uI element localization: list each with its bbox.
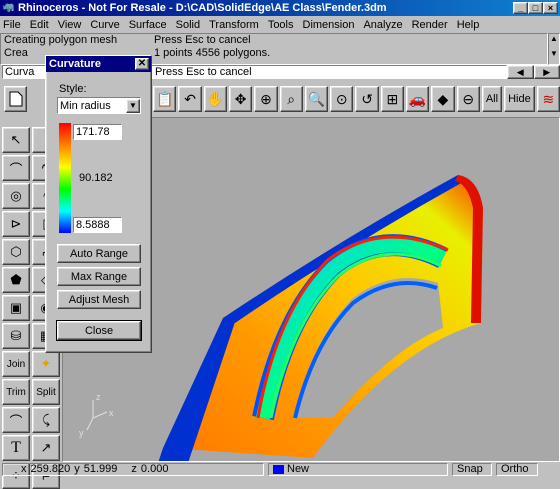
curvature-title: Curvature [49, 58, 101, 70]
undo-icon[interactable]: ↶ [178, 86, 201, 112]
coordinates-readout: x 259.820 y 51.999 z 0.000 [2, 463, 264, 476]
new-file-icon[interactable] [4, 86, 27, 112]
max-range-button[interactable]: Max Range [57, 267, 141, 286]
menu-transform[interactable]: Transform [209, 19, 259, 31]
four-viewports-icon[interactable]: ⊞ [381, 86, 404, 112]
menu-view[interactable]: View [58, 19, 82, 31]
command-line-scroll[interactable]: ◀ ▶ [507, 65, 560, 79]
text-icon[interactable]: T [2, 435, 30, 461]
offset-icon[interactable]: ⤹ [32, 407, 60, 433]
history-line1-right: Press Esc to cancel [154, 34, 251, 47]
show-all-button[interactable]: All [482, 86, 502, 112]
curvature-titlebar[interactable]: Curvature ✕ [46, 56, 151, 72]
paste-icon[interactable]: 📋 [153, 86, 176, 112]
layer-name: New [287, 464, 309, 475]
scroll-left-icon[interactable]: ◀ [507, 65, 534, 79]
layer-color-swatch [273, 465, 284, 474]
explode-icon[interactable]: ✦ [32, 351, 60, 377]
ellipse-icon[interactable]: ⊳ [2, 211, 30, 237]
window-title: Rhinoceros - Not For Resale - D:\CAD\Sol… [18, 2, 387, 14]
split-button[interactable]: Split [32, 379, 60, 405]
scroll-up-icon[interactable]: ▲ [549, 34, 559, 43]
box-icon[interactable]: ▣ [2, 295, 30, 321]
cylinder-icon[interactable]: ⛁ [2, 323, 30, 349]
history-scrollbar[interactable]: ▲ ▼ [548, 33, 560, 65]
dimension-icon[interactable]: ↗ [32, 435, 60, 461]
polygon-icon[interactable]: ⬡ [2, 239, 30, 265]
z-label: z [131, 464, 137, 475]
command-prompt-right: Press Esc to cancel [155, 66, 252, 78]
scroll-down-icon[interactable]: ▼ [549, 49, 559, 58]
circle-icon[interactable]: ◎ [2, 183, 30, 209]
rhino-app-icon[interactable]: 🦏 [2, 2, 15, 14]
adjust-mesh-button[interactable]: Adjust Mesh [57, 290, 141, 309]
layer-indicator[interactable]: New [268, 463, 448, 476]
chevron-down-icon[interactable]: ▼ [126, 99, 140, 113]
menu-tools[interactable]: Tools [268, 19, 294, 31]
undo-view-icon[interactable]: ↺ [355, 86, 378, 112]
minimize-button[interactable]: _ [513, 2, 528, 14]
menu-solid[interactable]: Solid [176, 19, 200, 31]
pan-hand-icon[interactable]: ✋ [204, 86, 227, 112]
min-value-field[interactable]: 8.5888 [73, 217, 122, 233]
auto-range-button[interactable]: Auto Range [57, 244, 141, 263]
max-value-field[interactable]: 171.78 [73, 124, 122, 140]
axis-y-label: y [79, 428, 84, 438]
world-axes-icon [87, 400, 107, 430]
surface-icon[interactable]: ⬟ [2, 267, 30, 293]
polyline-icon[interactable]: ⌒ [2, 155, 30, 181]
menu-curve[interactable]: Curve [90, 19, 119, 31]
layer-icon[interactable]: ≋ [537, 86, 560, 112]
style-label: Style: [59, 83, 87, 95]
ortho-toggle[interactable]: Ortho [496, 463, 538, 476]
zoom-selected-icon[interactable]: ⊙ [330, 86, 353, 112]
menu-dimension[interactable]: Dimension [303, 19, 355, 31]
menu-edit[interactable]: Edit [30, 19, 49, 31]
scroll-right-icon[interactable]: ▶ [534, 65, 560, 79]
trim-button[interactable]: Trim [2, 379, 30, 405]
history-line1-left: Creating polygon mesh [4, 34, 154, 47]
menu-file[interactable]: File [3, 19, 21, 31]
close-window-button[interactable]: × [543, 2, 558, 14]
axis-z-label: z [96, 392, 101, 402]
y-value: 51.999 [84, 464, 118, 475]
hide-button[interactable]: Hide [504, 86, 535, 112]
menu-help[interactable]: Help [457, 19, 480, 31]
x-label: x [21, 464, 27, 475]
title-bar: 🦏 Rhinoceros - Not For Resale - D:\CAD\S… [0, 0, 560, 16]
style-select[interactable]: Min radius ▼ [57, 97, 141, 114]
x-value: 259.820 [31, 464, 71, 475]
shade-icon[interactable]: ◆ [431, 86, 454, 112]
status-bar: x 259.820 y 51.999 z 0.000 New Snap Orth… [0, 462, 560, 477]
maximize-button[interactable]: □ [528, 2, 543, 14]
close-dialog-icon[interactable]: ✕ [135, 58, 149, 70]
zoom-extents-icon[interactable]: 🔍 [305, 86, 328, 112]
snap-toggle[interactable]: Snap [452, 463, 492, 476]
fillet-icon[interactable]: ⌒ [2, 407, 30, 433]
curvature-dialog: Curvature ✕ Style: Min radius ▼ 171.78 9… [45, 55, 152, 353]
curvature-color-scale [59, 123, 71, 233]
menu-bar: File Edit View Curve Surface Solid Trans… [0, 16, 560, 33]
z-value: 0.000 [141, 464, 169, 475]
zoom-dynamic-icon[interactable]: ⊕ [254, 86, 277, 112]
select-arrow-icon[interactable]: ↖ [2, 127, 30, 153]
y-label: y [74, 464, 80, 475]
menu-analyze[interactable]: Analyze [363, 19, 402, 31]
point-on-icon[interactable]: ⊖ [457, 86, 480, 112]
axis-x-label: x [109, 408, 114, 418]
join-button[interactable]: Join [2, 351, 30, 377]
close-button[interactable]: Close [57, 321, 141, 340]
menu-surface[interactable]: Surface [129, 19, 167, 31]
rotate-view-icon[interactable]: ✥ [229, 86, 252, 112]
zoom-window-icon[interactable]: ⌕ [280, 86, 303, 112]
history-line2-right: 1 points 4556 polygons. [154, 47, 270, 60]
mid-value-label: 90.182 [79, 172, 113, 184]
render-car-icon[interactable]: 🚗 [406, 86, 429, 112]
menu-render[interactable]: Render [412, 19, 448, 31]
style-select-value: Min radius [60, 100, 126, 112]
